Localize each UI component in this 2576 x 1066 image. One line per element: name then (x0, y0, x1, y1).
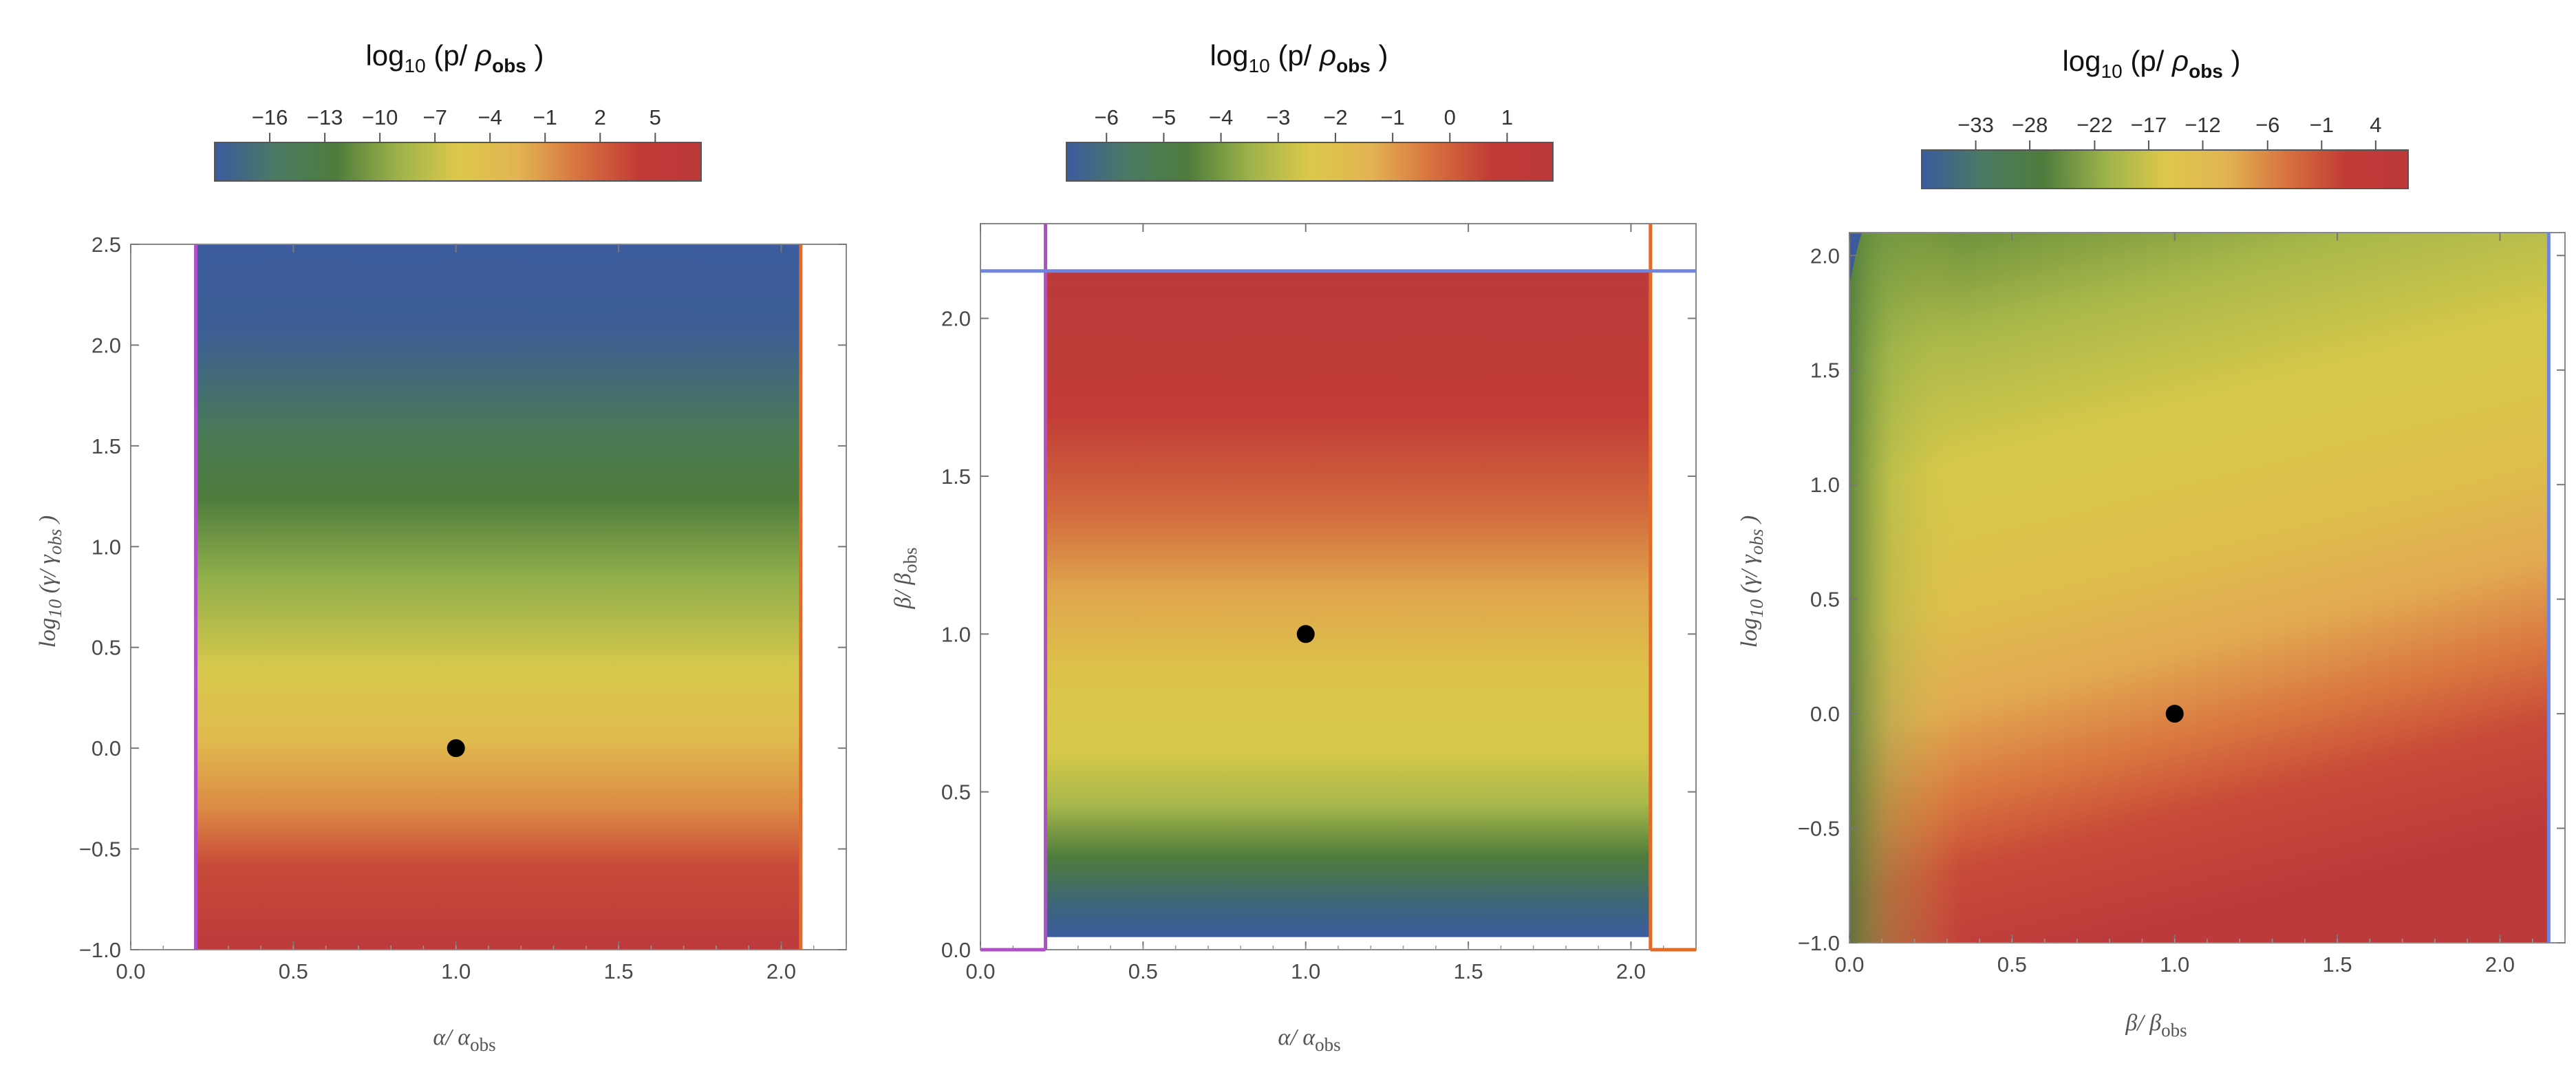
y-tick-label: 1.5 (1810, 359, 1840, 383)
y-tick-label: 0.5 (92, 636, 121, 660)
x-tick-label: 2.0 (1616, 959, 1646, 983)
x-tick-label: 2.0 (766, 959, 796, 983)
y-tick-label: 0.0 (1810, 702, 1840, 726)
heatmap-field (195, 244, 801, 950)
x-tick-label: 0.0 (1834, 952, 1864, 977)
observed-point-marker (1296, 625, 1315, 643)
colorbar-tick-label: −1 (1380, 105, 1404, 129)
heatmap-field (1045, 270, 1651, 937)
colorbar-tick-label: 2 (594, 105, 606, 129)
colorbar-tick-label: −4 (478, 105, 502, 129)
colorbar-tick-label: −16 (252, 105, 288, 129)
colorbar-tick-label: −1 (533, 105, 557, 129)
colorbar-tick-label: −10 (362, 105, 398, 129)
plot-1-xlabel: α/ αobs (433, 1025, 495, 1055)
colorbar-tick-label: −3 (1266, 105, 1290, 129)
panel-2: log10 (p/ ρobs ) −6 −5 −4 −3 −2 −1 0 1 0.0 0.5 1.… (890, 39, 1697, 1055)
y-tick-label: −1.0 (79, 938, 121, 962)
panel-3: log10 (p/ ρobs ) −33 −28 −22 −17 −12 −6 −1 4 0.… (1737, 45, 2566, 1041)
x-tick-label: 1.0 (1291, 959, 1320, 983)
panel-1: log10 (p/ ρobs ) −16 −13 −10 −7 −4 −1 2 5 0.0 0.… (35, 39, 847, 1055)
colorbar-tick-label: −4 (1209, 105, 1233, 129)
colorbar-tick-label: −28 (2012, 113, 2048, 137)
colorbar-1-ticks: −16 −13 −10 −7 −4 −1 2 5 (252, 105, 661, 142)
plot-3-ylabel: log10 (γ/ γobs ) (1737, 515, 1767, 648)
colorbar-3-title: log10 (p/ ρobs ) (2062, 45, 2240, 82)
y-tick-label: 1.0 (941, 622, 971, 646)
plot-2-ylabel: β/ βobs (890, 547, 921, 609)
x-tick-label: 1.0 (2160, 952, 2189, 977)
plot-3-xlabel: β/ βobs (2125, 1010, 2187, 1041)
y-tick-label: 0.5 (941, 780, 971, 804)
y-tick-label: −0.5 (79, 838, 121, 862)
colorbar-tick-label: 1 (1501, 105, 1513, 129)
colorbar-tick-label: −17 (2131, 113, 2167, 137)
y-tick-label: −0.5 (1798, 817, 1840, 841)
plot-1-area: 0.0 0.5 1.0 1.5 2.0 −1.0 −0.5 0.0 0.5 1.0 1.5 2.0 2.… (79, 233, 847, 983)
y-tick-label: 1.5 (941, 465, 971, 489)
x-tick-label: 2.0 (2485, 952, 2515, 977)
colorbar-tick-label: −22 (2076, 113, 2113, 137)
y-tick-label: 1.0 (1810, 473, 1840, 497)
colorbar-tick-label: −13 (307, 105, 343, 129)
colorbar-tick-label: −33 (1957, 113, 1994, 137)
y-tick-label: −1.0 (1798, 931, 1840, 955)
observed-point-marker (447, 739, 465, 758)
colorbar-2-title: log10 (p/ ρobs ) (1210, 39, 1388, 76)
heatmap-field-edge-shading (1849, 233, 2549, 943)
plot-2-area: 0.0 0.5 1.0 1.5 2.0 0.0 0.5 1.0 1.5 2.0 (941, 223, 1697, 983)
colorbar-tick-label: 4 (2370, 113, 2381, 137)
heatmap-corner-low (1849, 233, 1862, 286)
x-tick-label: 1.5 (604, 959, 634, 983)
y-tick-label: 2.5 (92, 233, 121, 257)
observed-point-marker (2165, 705, 2184, 723)
colorbar-3-ticks: −33 −28 −22 −17 −12 −6 −1 4 (1957, 113, 2381, 150)
y-tick-label: 0.5 (1810, 588, 1840, 612)
colorbar-tick-label: −6 (1095, 105, 1119, 129)
colorbar-tick-label: 5 (650, 105, 661, 129)
y-tick-label: 1.0 (92, 535, 121, 559)
plot-3-area: 0.0 0.5 1.0 1.5 2.0 −1.0 −0.5 0.0 0.5 1.0 1.5 2.0 (1798, 232, 2566, 977)
x-tick-label: 1.5 (2323, 952, 2352, 977)
x-tick-label: 0.0 (965, 959, 995, 983)
plot-2-xlabel: α/ αobs (1278, 1025, 1340, 1055)
x-tick-label: 0.5 (279, 959, 308, 983)
x-tick-label: 1.5 (1454, 959, 1483, 983)
y-tick-label: 2.0 (1810, 244, 1840, 268)
x-tick-label: 0.5 (1997, 952, 2027, 977)
y-tick-label: 1.5 (92, 434, 121, 458)
x-tick-label: 0.0 (116, 959, 145, 983)
y-tick-label: 0.0 (92, 736, 121, 760)
colorbar-2 (1066, 142, 1554, 182)
colorbar-tick-label: −7 (422, 105, 447, 129)
x-tick-label: 1.0 (441, 959, 471, 983)
plot-1-ylabel: log10 (γ/ γobs ) (35, 515, 65, 648)
colorbar-2-ticks: −6 −5 −4 −3 −2 −1 0 1 (1095, 105, 1513, 142)
colorbar-tick-label: −6 (2255, 113, 2279, 137)
y-tick-label: 0.0 (941, 938, 971, 962)
colorbar-tick-label: −12 (2185, 113, 2221, 137)
colorbar-tick-label: −1 (2310, 113, 2334, 137)
colorbar-tick-label: 0 (1444, 105, 1456, 129)
colorbar-3 (1921, 149, 2409, 189)
colorbar-tick-label: −2 (1323, 105, 1347, 129)
y-tick-label: 2.0 (92, 333, 121, 357)
colorbar-tick-label: −5 (1152, 105, 1176, 129)
colorbar-1-title: log10 (p/ ρobs ) (365, 39, 544, 76)
x-tick-label: 0.5 (1128, 959, 1158, 983)
y-tick-label: 2.0 (941, 307, 971, 331)
colorbar-1 (214, 142, 702, 182)
